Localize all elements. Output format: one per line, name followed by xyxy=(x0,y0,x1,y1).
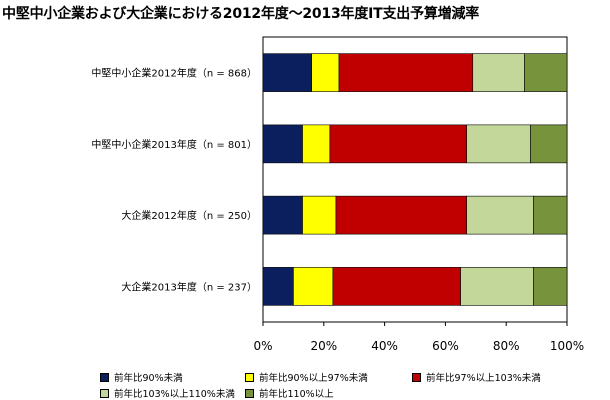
legend-swatch xyxy=(412,372,421,382)
bar-segment xyxy=(533,267,568,306)
stacked-bar-chart: 中堅中小企業2012年度（n = 868） 中堅中小企業2013年度（n = 80… xyxy=(91,36,584,353)
bar-segment xyxy=(524,53,568,92)
category-label: 中堅中小企業2012年度（n = 868） xyxy=(91,67,257,80)
category-label: 大企業2012年度（n = 250） xyxy=(121,209,257,222)
legend-item: 前年比90%未満 xyxy=(100,370,183,384)
legend-label: 前年比110%以上 xyxy=(259,389,334,400)
legend-label: 前年比90%未満 xyxy=(114,373,183,384)
legend-label: 前年比97%以上103%未満 xyxy=(426,373,541,384)
x-axis-ticks: 0% 20% 40% 60% 80% 100% xyxy=(253,322,584,353)
bar-segment xyxy=(335,195,467,235)
legend-swatch xyxy=(100,372,109,382)
bar-series-group xyxy=(262,53,568,306)
bar-segment xyxy=(302,195,337,235)
legend-swatch xyxy=(245,388,254,398)
legend-swatch xyxy=(100,388,109,398)
bar-segment xyxy=(262,124,303,164)
bar-segment xyxy=(466,124,531,164)
legend: 前年比90%未満 前年比90%以上97%未満 前年比97%以上103%未満 前年… xyxy=(0,364,610,400)
bar-segment xyxy=(293,267,334,306)
bar-segment xyxy=(262,53,312,92)
legend-label: 前年比90%以上97%未満 xyxy=(259,373,368,384)
chart-title: 中堅中小企業および大企業における2012年度～2013年度IT支出予算増減率 xyxy=(2,6,480,22)
legend-item: 前年比103%以上110%未満 xyxy=(100,386,235,400)
bar-segment xyxy=(262,195,303,235)
legend-item: 前年比110%以上 xyxy=(245,386,334,400)
legend-swatch xyxy=(245,372,254,382)
x-tick-label: 0% xyxy=(253,339,272,353)
bar-segment xyxy=(472,53,525,92)
plot-area xyxy=(262,36,568,323)
x-tick-label: 80% xyxy=(493,339,520,353)
legend-label: 前年比103%以上110%未満 xyxy=(114,389,235,400)
bar-segment xyxy=(530,124,568,164)
bar-segment xyxy=(533,195,568,235)
bar-segment xyxy=(466,195,534,235)
x-tick-label: 20% xyxy=(310,339,337,353)
bar-segment xyxy=(311,53,340,92)
category-label: 中堅中小企業2013年度（n = 801） xyxy=(91,138,257,151)
x-tick-label: 100% xyxy=(550,339,584,353)
x-tick-label: 60% xyxy=(432,339,459,353)
category-label: 大企業2013年度（n = 237） xyxy=(121,280,257,293)
category-labels: 中堅中小企業2012年度（n = 868） 中堅中小企業2013年度（n = 80… xyxy=(91,67,257,294)
bar-segment xyxy=(332,267,461,306)
plot-frame xyxy=(262,36,568,323)
bar-segment xyxy=(302,124,331,164)
legend-item: 前年比97%以上103%未満 xyxy=(412,370,541,384)
bar-segment xyxy=(460,267,534,306)
legend-item: 前年比90%以上97%未満 xyxy=(245,370,368,384)
bar-segment xyxy=(338,53,474,92)
bar-segment xyxy=(262,267,294,306)
x-tick-label: 40% xyxy=(371,339,398,353)
bar-segment xyxy=(329,124,467,164)
